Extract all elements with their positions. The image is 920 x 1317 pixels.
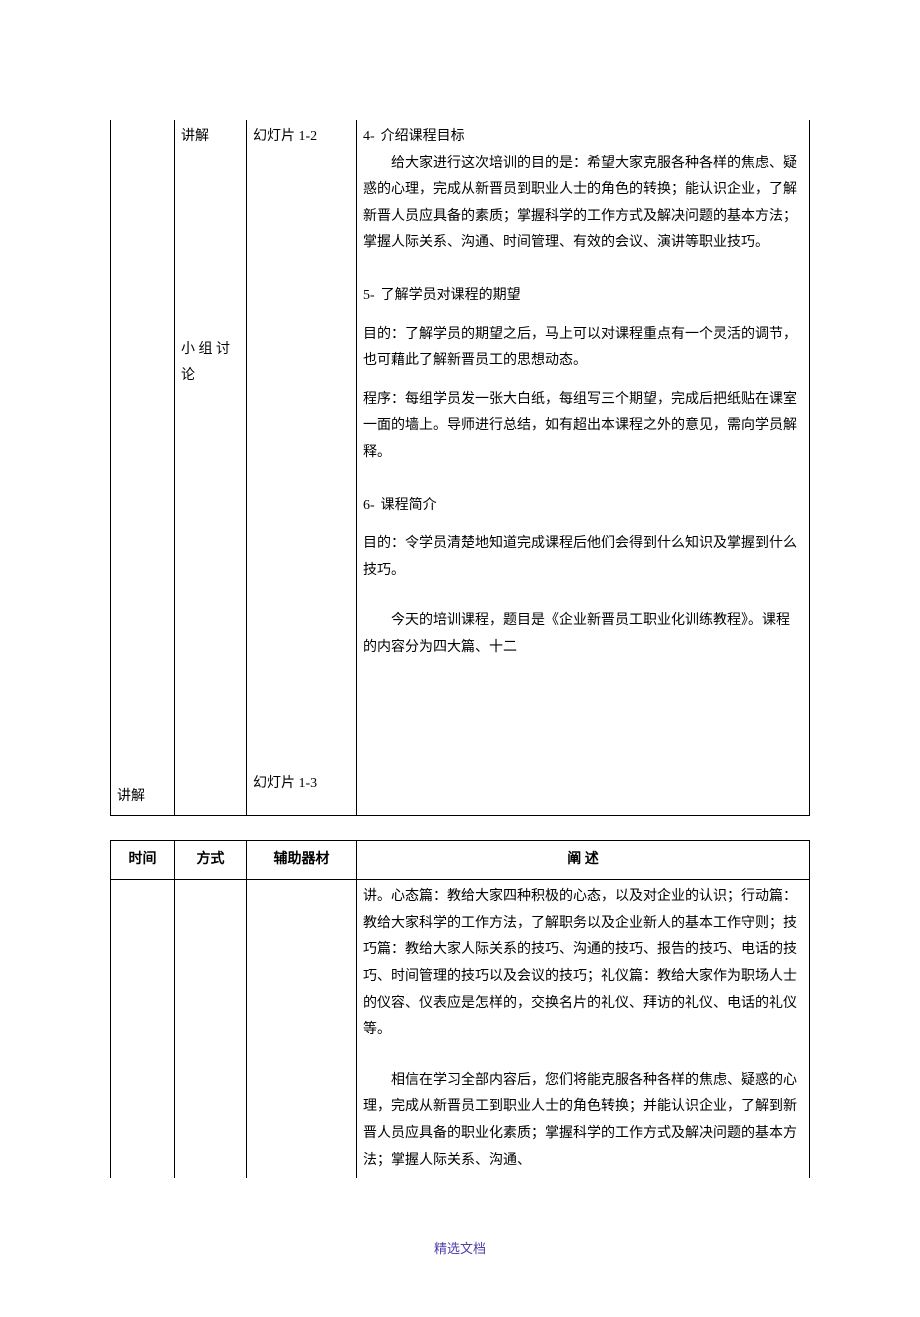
time-label: 讲解 [117, 784, 168, 811]
item-5: 5- 了解学员对课程的期望 [363, 283, 803, 310]
aid-1: 幻灯片 1-2 [253, 124, 350, 151]
item-4-title: 介绍课程目标 [381, 124, 803, 151]
item-4-body: 给大家进行这次培训的目的是：希望大家克服各种各样的焦虑、疑惑的心理，完成从新晋员… [363, 151, 803, 257]
page-footer: 精选文档 [110, 1238, 810, 1257]
item-6-p1: 目的：令学员清楚地知道完成课程后他们会得到什么知识及掌握到什么技巧。 [363, 531, 803, 584]
method-1: 讲解 [181, 124, 240, 151]
aid-2: 幻灯片 1-3 [253, 771, 350, 798]
cell-time: 讲解 [111, 120, 175, 815]
item-4-num: 4- [363, 124, 381, 151]
item-5-num: 5- [363, 283, 381, 310]
item-5-p1: 目的：了解学员的期望之后，马上可以对课程重点有一个灵活的调节，也可藉此了解新晋员… [363, 322, 803, 375]
cell2-desc: 讲。心态篇：教给大家四种积极的心态，以及对企业的认识；行动篇：教给大家科学的工作… [357, 880, 810, 1178]
desc2-p2: 相信在学习全部内容后，您们将能克服各种各样的焦虑、疑惑的心理，完成从新晋员工到职… [363, 1068, 803, 1174]
document-page: 讲解 讲解 小 组 讨论 幻灯片 1-2 幻灯片 1-3 4- 介绍课程目标 [0, 0, 920, 1317]
table-header-row: 时间 方式 辅助器材 阐 述 [111, 840, 810, 880]
header-aid: 辅助器材 [247, 840, 357, 880]
header-desc: 阐 述 [357, 840, 810, 880]
item-5-title: 了解学员对课程的期望 [381, 283, 803, 310]
item-6-num: 6- [363, 493, 381, 520]
training-table-part2: 时间 方式 辅助器材 阐 述 讲。心态篇：教给大家四种积极的心态，以及对企业的认… [110, 840, 810, 1179]
cell2-time [111, 880, 175, 1178]
item-4: 4- 介绍课程目标 [363, 124, 803, 151]
cell2-aid [247, 880, 357, 1178]
item-6: 6- 课程简介 [363, 493, 803, 520]
header-time: 时间 [111, 840, 175, 880]
cell-desc: 4- 介绍课程目标 给大家进行这次培训的目的是：希望大家克服各种各样的焦虑、疑惑… [357, 120, 810, 815]
item-5-p2: 程序：每组学员发一张大白纸，每组写三个期望，完成后把纸贴在课室一面的墙上。导师进… [363, 387, 803, 467]
method-2: 小 组 讨论 [181, 337, 240, 390]
item-6-title: 课程简介 [381, 493, 803, 520]
header-method: 方式 [175, 840, 247, 880]
desc2-p1: 讲。心态篇：教给大家四种积极的心态，以及对企业的认识；行动篇：教给大家科学的工作… [363, 884, 803, 1044]
item-6-p2: 今天的培训课程，题目是《企业新晋员工职业化训练教程》。课程的内容分为四大篇、十二 [363, 608, 803, 661]
cell-method: 讲解 小 组 讨论 [175, 120, 247, 815]
training-table-part1: 讲解 讲解 小 组 讨论 幻灯片 1-2 幻灯片 1-3 4- 介绍课程目标 [110, 120, 810, 816]
cell2-method [175, 880, 247, 1178]
cell-aid: 幻灯片 1-2 幻灯片 1-3 [247, 120, 357, 815]
